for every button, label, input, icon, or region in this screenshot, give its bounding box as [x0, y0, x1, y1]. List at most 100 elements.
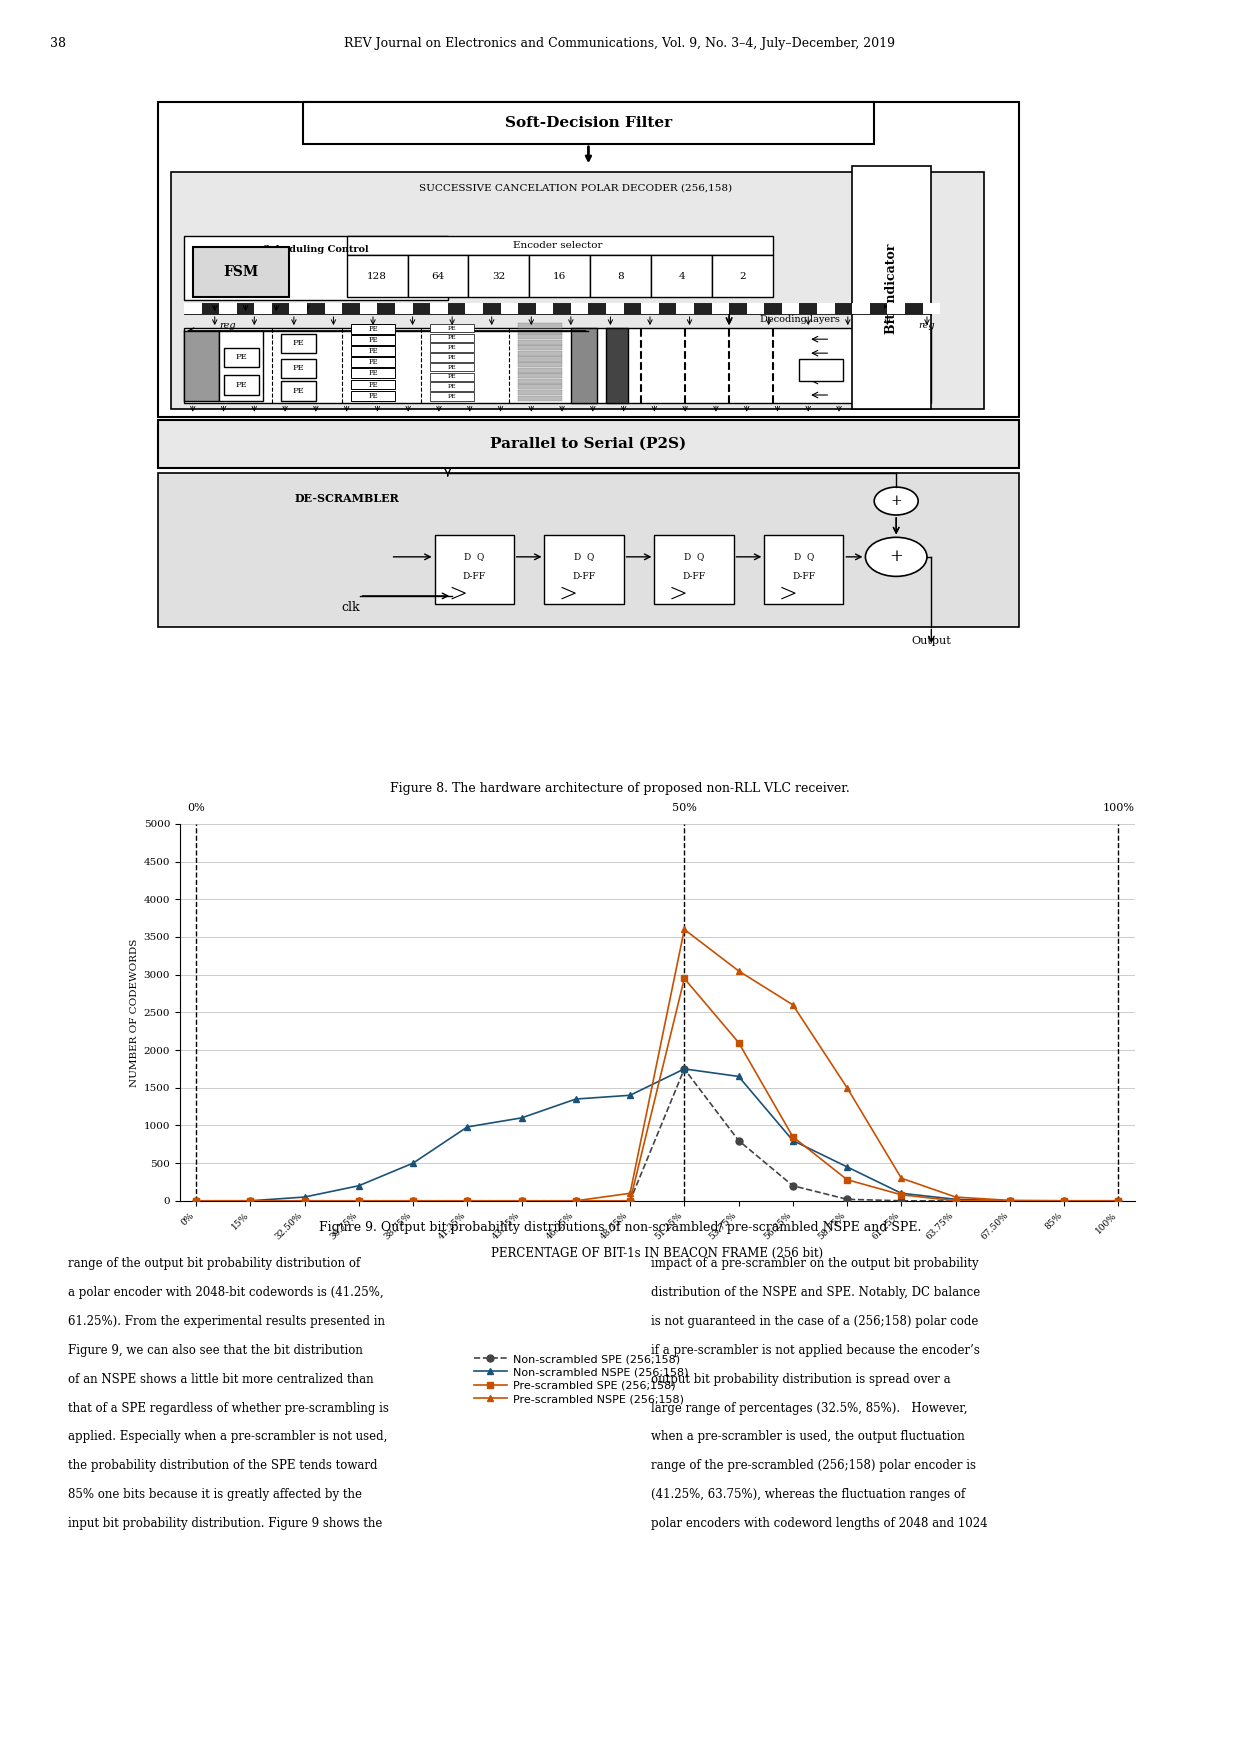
- Bar: [888, 303, 905, 314]
- Non-scrambled SPE (256;158): [732, 1131, 746, 1152]
- Non-scrambled NSPE (256;158): [405, 1153, 420, 1175]
- Bar: [430, 363, 474, 372]
- Text: range of the output bit probability distribution of: range of the output bit probability dist…: [68, 1257, 361, 1269]
- Pre-scrambled SPE (256;158): [677, 968, 692, 989]
- Bar: [430, 382, 474, 391]
- Bar: [408, 256, 469, 298]
- Text: Figure 9, we can also see that the bit distribution: Figure 9, we can also see that the bit d…: [68, 1345, 363, 1357]
- Pre-scrambled SPE (256;158): [351, 1190, 366, 1211]
- Non-scrambled SPE (256;158): [460, 1190, 475, 1211]
- Text: D-FF: D-FF: [792, 571, 816, 580]
- Pre-scrambled SPE (256;158): [405, 1190, 420, 1211]
- Text: D  Q: D Q: [683, 552, 704, 561]
- Text: D  Q: D Q: [794, 552, 813, 561]
- Pre-scrambled NSPE (256;158): [243, 1190, 258, 1211]
- Text: input bit probability distribution. Figure 9 shows the: input bit probability distribution. Figu…: [68, 1518, 383, 1530]
- Non-scrambled NSPE (256;158): [732, 1066, 746, 1087]
- Pre-scrambled SPE (256;158): [1111, 1190, 1126, 1211]
- Text: SUCCESSIVE CANCELATION POLAR DECODER (256,158): SUCCESSIVE CANCELATION POLAR DECODER (25…: [419, 184, 732, 193]
- Text: 4: 4: [678, 272, 684, 280]
- Bar: [800, 359, 843, 380]
- Bar: [184, 328, 931, 403]
- Text: PE: PE: [236, 354, 247, 361]
- Text: impact of a pre-scrambler on the output bit probability: impact of a pre-scrambler on the output …: [651, 1257, 978, 1269]
- Bar: [518, 356, 562, 361]
- Bar: [518, 373, 562, 379]
- Non-scrambled SPE (256;158): [188, 1190, 203, 1211]
- Bar: [923, 303, 940, 314]
- Text: D  Q: D Q: [574, 552, 594, 561]
- Bar: [219, 331, 263, 401]
- Bar: [223, 375, 259, 394]
- Text: +: +: [890, 494, 901, 508]
- Text: (41.25%, 63.75%), whereas the fluctuation ranges of: (41.25%, 63.75%), whereas the fluctuatio…: [651, 1488, 965, 1501]
- Bar: [469, 256, 529, 298]
- Bar: [351, 368, 396, 379]
- Bar: [280, 380, 316, 401]
- Text: 50%: 50%: [672, 803, 697, 813]
- Bar: [184, 331, 219, 401]
- Non-scrambled NSPE (256;158): [839, 1157, 854, 1178]
- Text: REV Journal on Electronics and Communications, Vol. 9, No. 3–4, July–December, 2: REV Journal on Electronics and Communica…: [345, 37, 895, 51]
- Non-scrambled SPE (256;158): [405, 1190, 420, 1211]
- Bar: [590, 256, 651, 298]
- Non-scrambled SPE (256;158): [949, 1190, 963, 1211]
- Bar: [430, 303, 448, 314]
- Pre-scrambled NSPE (256;158): [785, 994, 800, 1015]
- Bar: [430, 373, 474, 380]
- Text: +: +: [889, 549, 903, 566]
- Pre-scrambled NSPE (256;158): [894, 1167, 909, 1189]
- Text: PE: PE: [368, 324, 378, 333]
- Bar: [430, 344, 474, 352]
- Y-axis label: NUMBER OF CODEWORDS: NUMBER OF CODEWORDS: [130, 938, 139, 1087]
- Text: Figure 8. The hardware architecture of proposed non-RLL VLC receiver.: Figure 8. The hardware architecture of p…: [391, 782, 849, 796]
- Text: FSM: FSM: [223, 265, 259, 279]
- Bar: [351, 358, 396, 366]
- Text: a polar encoder with 2048-bit codewords is (41.25%,: a polar encoder with 2048-bit codewords …: [68, 1287, 384, 1299]
- Bar: [192, 247, 289, 298]
- Non-scrambled NSPE (256;158): [568, 1089, 583, 1110]
- Non-scrambled SPE (256;158): [785, 1175, 800, 1196]
- Non-scrambled SPE (256;158): [1056, 1190, 1071, 1211]
- Text: Parallel to Serial (P2S): Parallel to Serial (P2S): [490, 436, 687, 451]
- Bar: [351, 380, 396, 389]
- Bar: [184, 303, 931, 314]
- Bar: [351, 391, 396, 401]
- Pre-scrambled SPE (256;158): [188, 1190, 203, 1211]
- Bar: [351, 345, 396, 356]
- Non-scrambled NSPE (256;158): [1056, 1190, 1071, 1211]
- Bar: [746, 303, 764, 314]
- Bar: [712, 256, 773, 298]
- Pre-scrambled SPE (256;158): [949, 1190, 963, 1211]
- Text: 64: 64: [432, 272, 445, 280]
- Pre-scrambled SPE (256;158): [460, 1190, 475, 1211]
- Non-scrambled NSPE (256;158): [1111, 1190, 1126, 1211]
- Pre-scrambled NSPE (256;158): [839, 1076, 854, 1097]
- Text: if a pre-scrambler is not applied because the encoder’s: if a pre-scrambler is not applied becaus…: [651, 1345, 980, 1357]
- Bar: [501, 303, 518, 314]
- Text: 61.25%). From the experimental results presented in: 61.25%). From the experimental results p…: [68, 1315, 386, 1327]
- Text: 85% one bits because it is greatly affected by the: 85% one bits because it is greatly affec…: [68, 1488, 362, 1501]
- Bar: [536, 303, 553, 314]
- Non-scrambled NSPE (256;158): [298, 1187, 312, 1208]
- Bar: [351, 335, 396, 345]
- Bar: [518, 389, 562, 394]
- Pre-scrambled NSPE (256;158): [732, 961, 746, 982]
- Bar: [518, 328, 562, 333]
- Pre-scrambled SPE (256;158): [1056, 1190, 1071, 1211]
- Text: PE: PE: [368, 358, 378, 366]
- Non-scrambled NSPE (256;158): [894, 1183, 909, 1204]
- Text: large range of percentages (32.5%, 85%).   However,: large range of percentages (32.5%, 85%).…: [651, 1402, 967, 1415]
- Text: reg: reg: [919, 321, 935, 330]
- Bar: [289, 303, 308, 314]
- Bar: [223, 347, 259, 366]
- Text: PE: PE: [368, 380, 378, 389]
- Pre-scrambled NSPE (256;158): [949, 1187, 963, 1208]
- Text: Output: Output: [911, 636, 951, 645]
- Non-scrambled NSPE (256;158): [351, 1175, 366, 1196]
- Bar: [280, 333, 316, 352]
- Pre-scrambled SPE (256;158): [622, 1190, 637, 1211]
- Bar: [651, 256, 712, 298]
- Bar: [325, 303, 342, 314]
- Line: Non-scrambled NSPE (256;158): Non-scrambled NSPE (256;158): [192, 1066, 1122, 1204]
